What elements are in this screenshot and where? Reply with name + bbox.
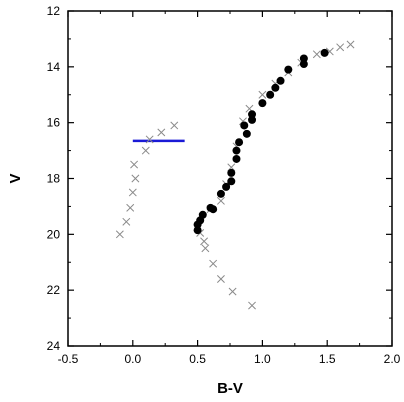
filled-circle-marker (227, 177, 236, 186)
filled-circle-marker (248, 110, 257, 119)
cross-marker (130, 160, 139, 169)
cross-marker (216, 275, 225, 283)
cross-marker (122, 217, 131, 226)
filled-circle-marker (235, 138, 244, 147)
filled-circle-marker (284, 65, 293, 74)
cross-marker (258, 90, 267, 99)
cross-marker (312, 50, 321, 59)
y-tick-label: 24 (47, 339, 61, 353)
filled-circle-marker (227, 168, 236, 177)
y-tick-label: 18 (47, 172, 61, 186)
filled-circle-marker (242, 129, 251, 138)
filled-circle-marker (206, 203, 215, 212)
filled-circle-marker (232, 146, 241, 155)
cross-marker (131, 174, 140, 183)
x-tick-label: -0.5 (58, 352, 79, 366)
filled-circle-marker (258, 99, 267, 108)
filled-circle-marker (240, 121, 249, 130)
x-tick-label: 0.5 (189, 352, 206, 366)
y-tick-label: 22 (47, 283, 61, 297)
filled-circle-marker (266, 90, 275, 99)
y-tick-label: 14 (47, 60, 61, 74)
filled-circle-marker (216, 189, 225, 198)
filled-circle-marker (271, 83, 280, 92)
filled-circle-marker (193, 226, 202, 235)
cross-marker (201, 244, 210, 253)
cross-marker (126, 203, 135, 212)
cross-marker (200, 237, 209, 246)
x-tick-label: 2.0 (384, 352, 401, 366)
cross-marker (228, 287, 237, 296)
plot-layer: -0.5 0.0 0.5 1.0 1.5 2.0 12 14 16 18 20 22 24 B-V V (7, 4, 401, 397)
cross-marker (346, 40, 355, 49)
cross-marker (248, 301, 256, 310)
y-tick-label: 12 (47, 4, 61, 18)
cross-marker (145, 135, 154, 144)
filled-circle-marker (299, 54, 308, 63)
cross-marker (115, 230, 124, 239)
x-tick-label: 0.0 (124, 352, 141, 366)
y-tick-label: 16 (47, 116, 61, 130)
cross-marker (216, 196, 225, 205)
filled-circle-marker (198, 210, 207, 219)
cross-marker (336, 43, 345, 52)
x-tick-label: 1.0 (254, 352, 271, 366)
cross-marker (128, 188, 137, 197)
filled-circle-marker (276, 76, 285, 85)
x-axis-title: B-V (217, 380, 243, 397)
cross-marker (157, 128, 166, 137)
cross-marker (170, 121, 179, 130)
filled-circle-marker (232, 154, 241, 163)
filled-circle-marker (320, 48, 329, 57)
cross-marker (141, 146, 150, 155)
filled-circle-marker (222, 182, 231, 191)
cross-marker (209, 259, 218, 268)
filled-circle-marker (248, 115, 257, 124)
y-tick-label: 20 (47, 227, 61, 241)
y-axis-title: V (7, 173, 24, 183)
x-tick-label: 1.5 (319, 352, 336, 366)
filled-circle-marker (299, 60, 308, 69)
